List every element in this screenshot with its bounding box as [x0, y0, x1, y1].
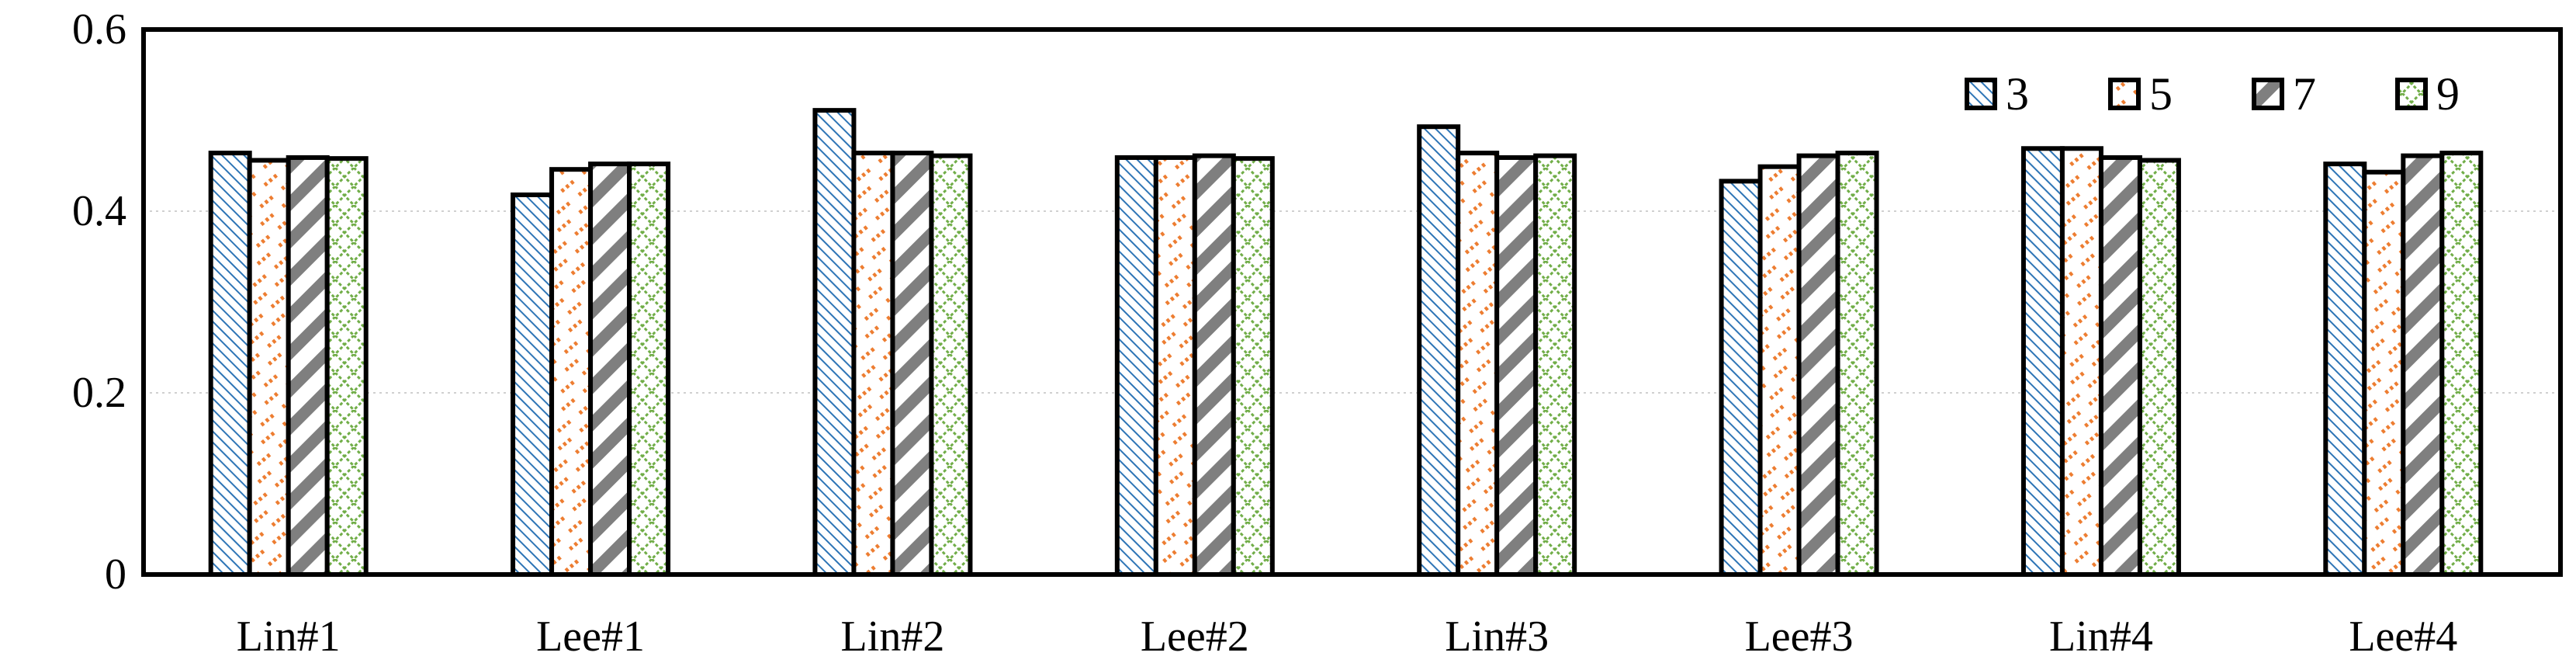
bar-Lee3-series-9: [1835, 151, 1879, 577]
plot-area-border: [141, 27, 2563, 577]
bar-Lin3-series-7: [1494, 154, 1539, 578]
bar-Lee1-series-3: [511, 192, 555, 577]
y-axis-ticks: 0 0.2 0.4 0.6: [72, 5, 126, 599]
bar-Lin2-series-9: [929, 153, 973, 577]
x-category-label: Lin#2: [841, 613, 945, 661]
bar-Lin4-series-5: [2059, 146, 2103, 577]
bar-Lee1-series-9: [627, 161, 671, 578]
bar-Lee3-series-5: [1757, 164, 1802, 578]
bar-Lee1-series-7: [588, 161, 632, 578]
legend: 3 5 7 9: [1965, 68, 2460, 120]
x-category-label: Lin#3: [1445, 613, 1549, 661]
bar-Lee4-series-7: [2401, 153, 2445, 577]
x-category-label: Lee#2: [1141, 613, 1249, 661]
y-tick-label: 0: [105, 550, 126, 599]
bar-Lin3-series-3: [1417, 124, 1461, 577]
bar-Lee2-series-9: [1231, 156, 1275, 577]
x-category-label: Lin#1: [237, 613, 341, 661]
legend-label-5: 5: [2149, 68, 2173, 120]
x-axis-categories: Lin#1 Lee#1 Lin#2 Lee#2 Lin#3 Lee#3 Lin#4 Lee#4: [237, 613, 2457, 661]
bars: [208, 108, 2484, 578]
legend-label-3: 3: [2006, 68, 2029, 120]
bar-Lin4-series-7: [2098, 154, 2142, 578]
x-category-label: Lee#4: [2349, 613, 2457, 661]
bar-Lin2-series-3: [812, 108, 857, 577]
bar-Lin3-series-9: [1533, 153, 1577, 577]
x-category-label: Lee#1: [536, 613, 645, 661]
legend-swatch-7: [2252, 78, 2284, 110]
legend-label-9: 9: [2436, 68, 2460, 120]
bar-Lin1-series-3: [208, 151, 252, 577]
bar-Lee3-series-7: [1796, 153, 1840, 577]
gridlines: [144, 210, 2560, 394]
bar-Lee3-series-3: [1719, 179, 1763, 577]
bar-Lee2-series-7: [1192, 153, 1236, 577]
bar-Lin4-series-9: [2137, 158, 2181, 578]
bar-Lin4-series-3: [2020, 146, 2065, 577]
bar-Lee2-series-3: [1114, 154, 1158, 578]
x-category-label: Lee#3: [1745, 613, 1854, 661]
x-category-label: Lin#4: [2049, 613, 2153, 661]
bar-Lin2-series-5: [851, 151, 895, 577]
legend-swatch-3: [1965, 78, 1997, 110]
y-tick-label: 0.4: [72, 187, 126, 235]
bar-Lee4-series-9: [2439, 151, 2484, 577]
bar-Lee4-series-5: [2362, 169, 2406, 577]
bar-Lee1-series-5: [549, 167, 594, 577]
legend-swatch-9: [2395, 78, 2428, 110]
bar-Lee4-series-3: [2323, 161, 2367, 578]
legend-swatch-5: [2108, 78, 2141, 110]
bar-Lin2-series-7: [890, 151, 934, 577]
bar-Lin1-series-7: [286, 154, 330, 578]
bar-Lin1-series-5: [247, 158, 291, 578]
legend-label-7: 7: [2293, 68, 2316, 120]
y-tick-label: 0.2: [72, 369, 126, 417]
bar-Lin3-series-5: [1456, 151, 1500, 577]
bar-Lin1-series-9: [324, 156, 369, 577]
bar-Lee2-series-5: [1153, 154, 1197, 578]
y-tick-label: 0.6: [72, 5, 126, 54]
